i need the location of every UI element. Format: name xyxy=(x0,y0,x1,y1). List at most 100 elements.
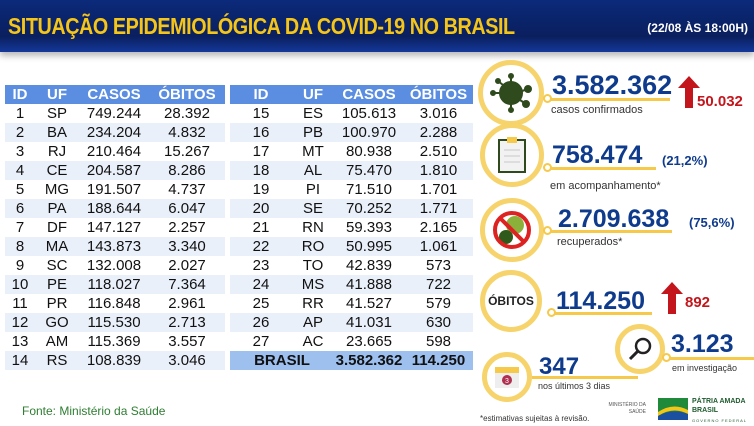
column-header: ÓBITOS xyxy=(404,85,473,104)
table-cell: 4.737 xyxy=(168,181,206,198)
table-cell: 24 xyxy=(230,275,292,294)
brand-logo: PÁTRIA AMADA BRASIL xyxy=(692,398,746,414)
table-cell: SC xyxy=(46,257,68,274)
table-cell: 21 xyxy=(252,219,270,236)
table-cell: PA xyxy=(35,199,79,218)
deaths-increase: 892 xyxy=(685,294,711,311)
table-row: 12 GO 115.530 2.713 xyxy=(5,313,225,332)
table-cell: 41.031 xyxy=(334,313,404,332)
table-cell: 210.464 xyxy=(86,143,142,160)
calendar-number: 3 xyxy=(505,378,509,385)
recent-label: nos últimos 3 dias xyxy=(538,381,611,391)
table-cell: 59.393 xyxy=(346,219,392,236)
table-cell: 115.369 xyxy=(87,333,141,350)
table-cell: 1 xyxy=(15,105,25,122)
deaths-badge: ÓBITOS xyxy=(488,294,534,308)
table-cell: 2.027 xyxy=(168,257,206,274)
investigation-value: 3.123 xyxy=(671,330,734,358)
table-cell: 1.771 xyxy=(404,199,473,218)
table-cell: 1.701 xyxy=(419,181,458,198)
total-obitos: 114.250 xyxy=(404,351,473,370)
footnote: *estimativas sujeitas à revisão. xyxy=(480,414,590,423)
table-cell: AM xyxy=(45,333,69,350)
table-cell: 573 xyxy=(425,257,452,274)
table-cell: 115.530 xyxy=(79,313,149,332)
search-icon xyxy=(628,337,652,361)
table-cell: 15.267 xyxy=(164,143,210,160)
table-cell: 42.839 xyxy=(346,257,392,274)
table-row: 25 RR 41.527 579 xyxy=(230,294,473,313)
table-cell: 70.252 xyxy=(334,199,404,218)
table-cell: 7.364 xyxy=(149,275,225,294)
confirmed-increase: 50.032 xyxy=(697,93,743,110)
table-row: 19 PI 71.510 1.701 xyxy=(230,180,473,199)
table-cell: 579 xyxy=(425,295,452,312)
table-cell: 3.340 xyxy=(149,237,225,256)
table-cell: CE xyxy=(35,161,79,180)
table-cell: AL xyxy=(292,161,334,180)
table-cell: ES xyxy=(302,105,323,122)
column-header: UF xyxy=(292,85,334,104)
column-header: UF xyxy=(35,85,79,104)
table-cell: RR xyxy=(302,295,324,312)
table-cell: MS xyxy=(292,275,334,294)
total-casos: 3.582.362 xyxy=(334,351,404,370)
table-cell: 3.016 xyxy=(419,105,458,122)
virus-circle xyxy=(478,60,544,126)
table-cell: 2.713 xyxy=(149,313,225,332)
table-cell: 147.127 xyxy=(86,219,142,236)
table-cell: RO xyxy=(292,237,334,256)
state-table-left: ID UF CASOS ÓBITOS 1 SP 749.244 28.392 2 BA 234.20… xyxy=(5,85,225,370)
table-cell: 25 xyxy=(252,295,270,312)
table-cell: BA xyxy=(35,123,79,142)
table-cell: 80.938 xyxy=(346,143,392,160)
table-cell: 2.257 xyxy=(168,219,206,236)
table-row: 2 BA 234.204 4.832 xyxy=(5,123,225,142)
table-cell: 17 xyxy=(252,143,270,160)
flag-logo xyxy=(658,398,688,420)
table-cell: 3.557 xyxy=(168,333,206,350)
table-cell: SP xyxy=(46,105,67,122)
table-cell: 14 xyxy=(5,351,35,370)
table-cell: 234.204 xyxy=(79,123,149,142)
table-cell: 15 xyxy=(252,105,270,122)
table-row: 17 MT 80.938 2.510 xyxy=(230,142,473,161)
total-row: BRASIL 3.582.362 114.250 xyxy=(230,351,473,370)
table-cell: 204.587 xyxy=(79,161,149,180)
table-row: 6 PA 188.644 6.047 xyxy=(5,199,225,218)
table-cell: 1.810 xyxy=(404,161,473,180)
table-cell: 6.047 xyxy=(149,199,225,218)
table-cell: 188.644 xyxy=(79,199,149,218)
table-cell: 2.165 xyxy=(419,219,458,236)
table-cell: 9 xyxy=(15,257,25,274)
table-cell: 19 xyxy=(252,181,270,198)
clipboard-icon xyxy=(498,137,526,173)
table-row: 22 RO 50.995 1.061 xyxy=(230,237,473,256)
confirmed-value: 3.582.362 xyxy=(552,70,673,100)
table-cell: 22 xyxy=(230,237,292,256)
table-row: 4 CE 204.587 8.286 xyxy=(5,161,225,180)
no-virus-icon xyxy=(493,211,531,249)
table-row: 20 SE 70.252 1.771 xyxy=(230,199,473,218)
table-cell: 108.839 xyxy=(79,351,149,370)
table-cell: AP xyxy=(292,313,334,332)
table-row: 18 AL 75.470 1.810 xyxy=(230,161,473,180)
table-row: 14 RS 108.839 3.046 xyxy=(5,351,225,370)
monitoring-value: 758.474 xyxy=(552,141,643,169)
table-cell: 75.470 xyxy=(334,161,404,180)
table-cell: 3.046 xyxy=(149,351,225,370)
table-cell: TO xyxy=(302,257,324,274)
table-cell: 3 xyxy=(15,143,25,160)
table-cell: 27 xyxy=(252,333,270,350)
table-row: 13 AM 115.369 3.557 xyxy=(5,332,225,351)
table-header: ID UF CASOS ÓBITOS xyxy=(5,85,225,104)
table-row: 7 DF 147.127 2.257 xyxy=(5,218,225,237)
calendar-icon: 3 xyxy=(495,367,519,388)
deaths-circle: ÓBITOS xyxy=(480,270,542,332)
table-cell: 10 xyxy=(5,275,35,294)
update-date: (22/08 ÀS 18:00H) xyxy=(647,21,748,35)
table-cell: 28.392 xyxy=(164,105,210,122)
table-cell: 2.510 xyxy=(419,143,458,160)
monitoring-label: em acompanhamento* xyxy=(550,180,661,192)
table-cell: PE xyxy=(35,275,79,294)
